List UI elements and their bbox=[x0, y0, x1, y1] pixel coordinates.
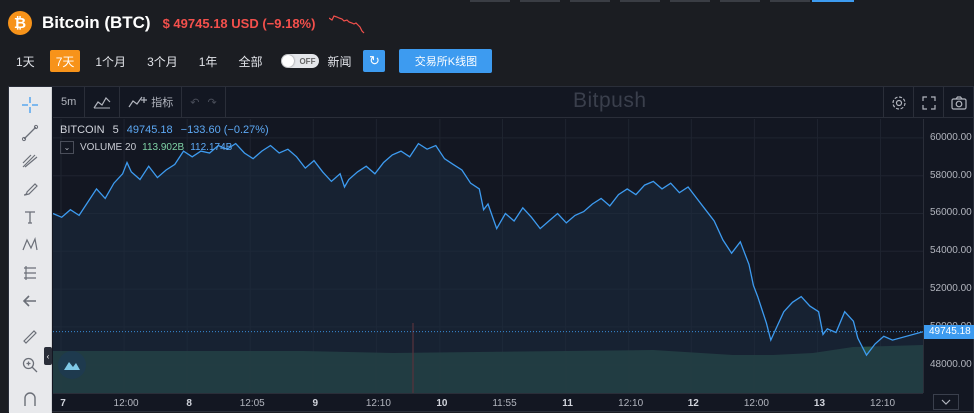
price-axis[interactable]: 60000.00 58000.00 56000.00 54000.00 52000.00… bbox=[923, 119, 974, 393]
redo-icon[interactable]: ↷ bbox=[207, 96, 217, 109]
x-tick-label: 11 bbox=[562, 398, 573, 409]
indicators-label: 指标 bbox=[151, 97, 174, 109]
range-1m-button[interactable]: 1个月 bbox=[95, 54, 127, 69]
bitpush-watermark: Bitpush bbox=[573, 89, 647, 112]
time-range-bar: 1天 7天 1个月 3个月 1年 全部 OFF 新闻 ↻ 交易所K线图 bbox=[10, 49, 493, 73]
news-toggle[interactable]: OFF bbox=[281, 54, 320, 68]
screenshot-button[interactable] bbox=[943, 87, 973, 118]
tradingview-logo-icon[interactable] bbox=[58, 351, 86, 379]
fib-tool-icon[interactable] bbox=[17, 149, 43, 173]
y-tick-label: 52000.00 bbox=[930, 283, 972, 295]
x-tick-label: 12:00 bbox=[113, 398, 139, 409]
legend-interval: 5 bbox=[112, 124, 119, 136]
volume-ma-value: 112.174B bbox=[190, 142, 233, 153]
x-tick-label: 12 bbox=[687, 398, 699, 409]
price-area-fill bbox=[53, 143, 923, 393]
magnet-icon[interactable] bbox=[17, 387, 43, 411]
range-1d-button[interactable]: 1天 bbox=[16, 54, 35, 69]
crosshair-icon[interactable] bbox=[17, 93, 43, 117]
price-series-line bbox=[53, 142, 923, 357]
news-label: 新闻 bbox=[327, 54, 352, 69]
refresh-button[interactable]: ↻ bbox=[363, 50, 386, 72]
toggle-knob bbox=[282, 55, 295, 67]
chart-top-toolbar: 5m 指标 ↶ ↷ Bitpush bbox=[53, 86, 973, 118]
volume-label: VOLUME 20 bbox=[80, 142, 137, 153]
volume-legend: ⌄ VOLUME 20 113.902B 112.174B bbox=[60, 141, 232, 154]
price-chart[interactable] bbox=[53, 119, 923, 393]
coin-name: Bitcoin (BTC) bbox=[42, 13, 151, 32]
x-tick-label: 12:10 bbox=[365, 398, 391, 409]
fullscreen-button[interactable] bbox=[913, 87, 943, 118]
undo-icon[interactable]: ↶ bbox=[190, 96, 200, 109]
chart-widget: ‹ 5m 指标 ↶ ↷ Bitpush BITCOIN bbox=[8, 86, 974, 413]
indicators-button[interactable]: 指标 bbox=[120, 86, 183, 118]
price-legend: BITCOIN 5 49745.18 −133.60 (−0.27%) bbox=[60, 124, 269, 136]
bar-chart-icon bbox=[93, 97, 111, 109]
coin-header: ₿ Bitcoin (BTC) $ 49745.18 USD (−9.18%) bbox=[8, 8, 365, 38]
fullscreen-icon bbox=[921, 95, 936, 110]
indicators-icon bbox=[128, 96, 148, 108]
legend-price: 49745.18 bbox=[126, 124, 173, 136]
last-price-tag: 49745.18 bbox=[924, 324, 974, 339]
bitcoin-logo-icon: ₿ bbox=[8, 11, 32, 35]
x-tick-label: 8 bbox=[186, 398, 192, 409]
interval-button[interactable]: 5m bbox=[53, 86, 86, 118]
legend-change: −133.60 (−0.27%) bbox=[180, 124, 269, 136]
range-3m-button[interactable]: 3个月 bbox=[147, 54, 178, 69]
exchange-kline-button[interactable]: 交易所K线图 bbox=[399, 49, 493, 73]
ruler-icon[interactable] bbox=[17, 325, 43, 349]
top-tab-strip bbox=[0, 0, 974, 2]
refresh-icon: ↻ bbox=[369, 53, 380, 68]
chart-type-button[interactable] bbox=[85, 86, 121, 118]
price-sparkline bbox=[329, 15, 365, 34]
gear-icon bbox=[891, 95, 906, 110]
coin-price-change: $ 49745.18 USD (−9.18%) bbox=[162, 15, 316, 31]
y-tick-label: 60000.00 bbox=[930, 131, 972, 143]
undo-redo-group: ↶ ↷ bbox=[182, 86, 226, 118]
y-tick-label: 56000.00 bbox=[930, 207, 972, 219]
settings-button[interactable] bbox=[883, 87, 913, 118]
x-tick-label: 12:00 bbox=[743, 398, 769, 409]
x-tick-label: 7 bbox=[60, 398, 66, 409]
y-tick-label: 48000.00 bbox=[930, 358, 972, 370]
trend-line-icon[interactable] bbox=[17, 121, 43, 145]
time-axis[interactable]: 7 12:00 8 12:05 9 12:10 10 11:55 11 12:10 12 12:00 1… bbox=[53, 393, 923, 413]
volume-value: 113.902B bbox=[142, 142, 185, 153]
x-tick-label: 9 bbox=[312, 398, 319, 409]
x-tick-label: 13 bbox=[813, 398, 826, 409]
y-tick-label: 58000.00 bbox=[930, 169, 972, 181]
zoom-in-icon[interactable] bbox=[17, 353, 43, 377]
measure-tool-icon[interactable] bbox=[17, 261, 43, 285]
range-1y-button[interactable]: 1年 bbox=[198, 54, 218, 69]
brush-icon[interactable] bbox=[17, 177, 43, 201]
x-tick-label: 12:05 bbox=[239, 398, 265, 409]
back-arrow-icon[interactable] bbox=[17, 289, 43, 313]
x-tick-label: 10 bbox=[436, 398, 448, 409]
pattern-tool-icon[interactable] bbox=[17, 233, 43, 257]
chevron-down-icon bbox=[941, 399, 951, 405]
range-7d-button[interactable]: 7天 bbox=[49, 50, 81, 72]
x-tick-label: 11:55 bbox=[492, 398, 517, 409]
axis-settings-button[interactable] bbox=[933, 394, 959, 410]
x-tick-label: 12:10 bbox=[618, 398, 644, 409]
y-tick-label: 54000.00 bbox=[930, 245, 972, 257]
camera-icon bbox=[950, 95, 967, 110]
chevron-down-icon[interactable]: ⌄ bbox=[60, 141, 74, 154]
x-tick-label: 12:10 bbox=[870, 398, 896, 409]
range-all-button[interactable]: 全部 bbox=[238, 54, 263, 69]
toggle-label: OFF bbox=[299, 56, 316, 66]
text-tool-icon[interactable] bbox=[17, 205, 43, 229]
drawing-toolbar: ‹ bbox=[9, 87, 52, 413]
legend-symbol: BITCOIN bbox=[60, 124, 105, 136]
collapse-toolbar-button[interactable]: ‹ bbox=[44, 347, 52, 365]
